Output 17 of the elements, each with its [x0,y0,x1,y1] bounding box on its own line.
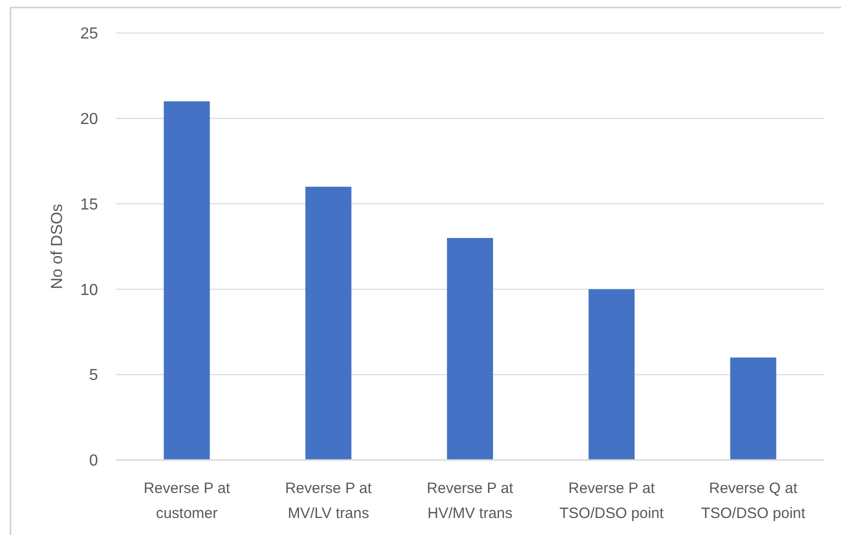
y-tick-label: 25 [80,26,98,43]
x-tick-label: Reverse P at MV/LV trans [285,480,372,522]
y-tick-label: 20 [80,111,98,128]
bar [730,358,776,460]
y-axis-title: No of DSOs [49,204,66,290]
x-tick-label: Reverse Q at TSO/DSO point [701,480,806,522]
y-tick-label: 5 [89,367,98,384]
y-tick-label: 10 [80,282,98,299]
y-tick-label: 15 [80,196,98,214]
x-tick-label: Reverse P at customer [144,480,231,522]
bar [305,186,352,460]
x-tick-label: Reverse P at TSO/DSO point [560,480,665,522]
bar [164,101,210,460]
bar [446,238,494,460]
bar [588,289,635,460]
x-tick-label: Reverse P at HV/MV trans [426,480,514,522]
y-tick-label: 0 [89,452,98,470]
